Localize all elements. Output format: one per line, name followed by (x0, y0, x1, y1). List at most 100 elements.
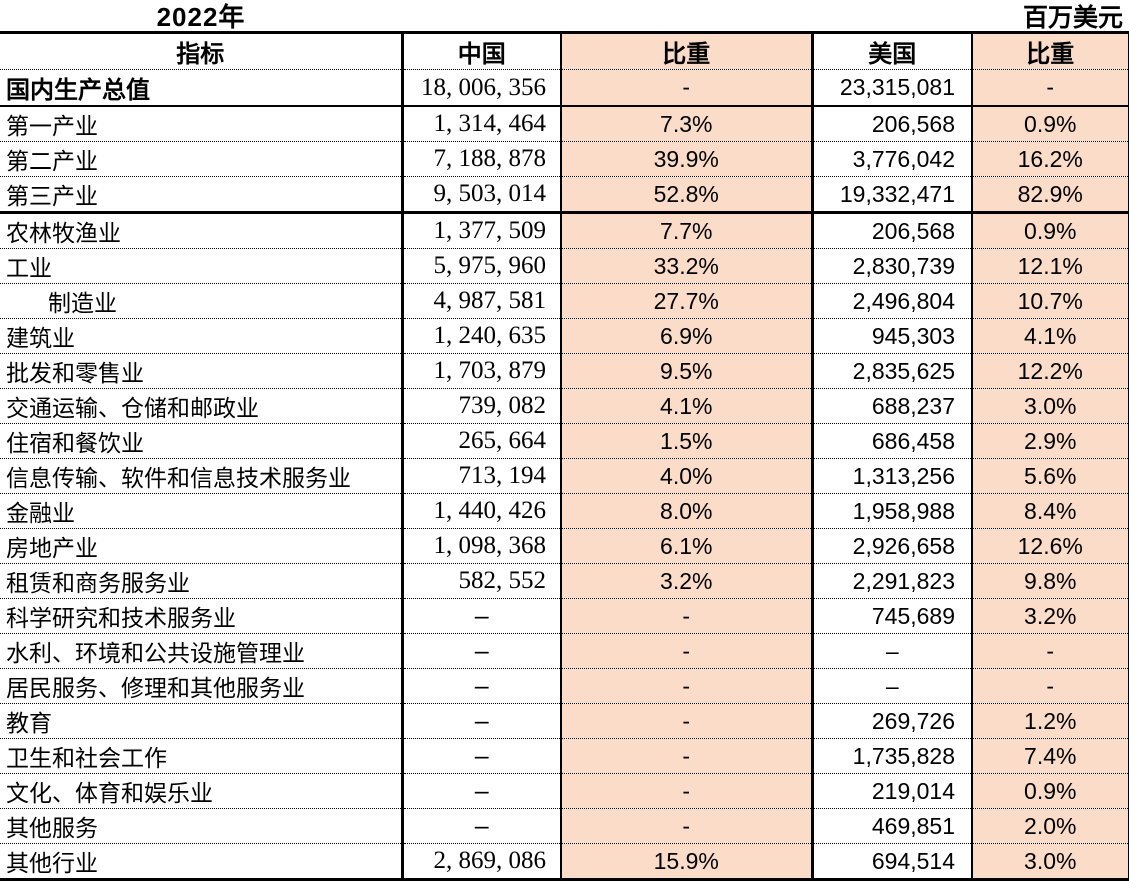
usa-value-cell: 686,458 (812, 423, 973, 459)
table-row: 交通运输、仓储和邮政业 739, 082 4.1% 688,237 3.0% (0, 388, 1129, 424)
china-share-cell: - (561, 668, 814, 704)
gdp-comparison-table: 指标 中国 比重 美国 比重 国内生产总值 18, 006, 356 - 23,… (0, 31, 1129, 881)
usa-share-cell: 3.0% (972, 843, 1129, 880)
table-row: 教育 – - 269,726 1.2% (0, 703, 1129, 739)
indicator-cell: 文化、体育和娱乐业 (0, 773, 404, 809)
usa-share-cell: 9.8% (972, 563, 1129, 599)
china-share-cell: - (561, 738, 814, 774)
usa-value-cell: 2,291,823 (812, 563, 973, 599)
usa-value-cell: 219,014 (812, 773, 973, 809)
table-row: 第三产业 9, 503, 014 52.8% 19,332,471 82.9% (0, 176, 1129, 214)
indicator-cell: 制造业 (0, 283, 404, 319)
table-row: 信息传输、软件和信息技术服务业 713, 194 4.0% 1,313,256 … (0, 458, 1129, 494)
indicator-cell: 居民服务、修理和其他服务业 (0, 668, 404, 704)
china-value-cell: – (402, 598, 562, 634)
china-share-cell: 3.2% (561, 563, 814, 599)
china-value-cell: 18, 006, 356 (402, 69, 562, 107)
usa-value-cell: 1,313,256 (812, 458, 973, 494)
usa-value-cell: 945,303 (812, 318, 973, 354)
indicator-cell: 交通运输、仓储和邮政业 (0, 388, 404, 424)
indicator-cell: 租赁和商务服务业 (0, 563, 404, 599)
table-row: 工业 5, 975, 960 33.2% 2,830,739 12.1% (0, 248, 1129, 284)
indicator-cell: 第三产业 (0, 176, 404, 214)
indicator-cell: 金融业 (0, 493, 404, 529)
usa-share-cell: - (972, 69, 1129, 107)
indicator-cell: 其他服务 (0, 808, 404, 844)
usa-share-cell: 3.2% (972, 598, 1129, 634)
usa-share-cell: 7.4% (972, 738, 1129, 774)
usa-share-cell: 12.1% (972, 248, 1129, 284)
usa-share-cell: 10.7% (972, 283, 1129, 319)
table-row: 国内生产总值 18, 006, 356 - 23,315,081 - (0, 69, 1129, 107)
china-value-cell: 2, 869, 086 (402, 843, 562, 880)
china-value-cell: 713, 194 (402, 458, 562, 494)
china-value-cell: 7, 188, 878 (402, 141, 562, 177)
table-row: 居民服务、修理和其他服务业 – - – - (0, 668, 1129, 704)
usa-share-cell: 4.1% (972, 318, 1129, 354)
table-row: 其他服务 – - 469,851 2.0% (0, 808, 1129, 844)
china-share-cell: 6.1% (561, 528, 814, 564)
table-row: 农林牧渔业 1, 377, 509 7.7% 206,568 0.9% (0, 212, 1129, 249)
usa-share-cell: 2.0% (972, 808, 1129, 844)
china-value-cell: – (402, 738, 562, 774)
china-value-cell: 265, 664 (402, 423, 562, 459)
col-header-china-share: 比重 (561, 32, 814, 70)
indicator-cell: 国内生产总值 (0, 69, 404, 107)
china-value-cell: – (402, 703, 562, 739)
usa-value-cell: 206,568 (812, 212, 973, 249)
table-row: 文化、体育和娱乐业 – - 219,014 0.9% (0, 773, 1129, 809)
china-value-cell: 739, 082 (402, 388, 562, 424)
usa-value-cell: 688,237 (812, 388, 973, 424)
china-value-cell: 1, 314, 464 (402, 106, 562, 142)
china-value-cell: 1, 098, 368 (402, 528, 562, 564)
usa-value-cell: 2,830,739 (812, 248, 973, 284)
indicator-cell: 住宿和餐饮业 (0, 423, 404, 459)
usa-share-cell: 0.9% (972, 773, 1129, 809)
china-value-cell: – (402, 633, 562, 669)
china-value-cell: 1, 377, 509 (402, 212, 562, 249)
table-row: 第二产业 7, 188, 878 39.9% 3,776,042 16.2% (0, 141, 1129, 177)
usa-share-cell: 8.4% (972, 493, 1129, 529)
usa-share-cell: 16.2% (972, 141, 1129, 177)
china-value-cell: 4, 987, 581 (402, 283, 562, 319)
indicator-cell: 建筑业 (0, 318, 404, 354)
usa-value-cell: 269,726 (812, 703, 973, 739)
usa-share-cell: 0.9% (972, 106, 1129, 142)
usa-value-cell: 1,958,988 (812, 493, 973, 529)
usa-value-cell: – (812, 633, 973, 669)
indicator-cell: 卫生和社会工作 (0, 738, 404, 774)
indicator-cell: 农林牧渔业 (0, 212, 404, 249)
china-share-cell: 52.8% (561, 176, 814, 214)
china-value-cell: 5, 975, 960 (402, 248, 562, 284)
indicator-cell: 水利、环境和公共设施管理业 (0, 633, 404, 669)
title-bar: 2022年 百万美元 (0, 0, 1129, 32)
china-value-cell: – (402, 668, 562, 704)
china-share-cell: 15.9% (561, 843, 814, 880)
china-value-cell: – (402, 808, 562, 844)
china-share-cell: 7.3% (561, 106, 814, 142)
usa-value-cell: 745,689 (812, 598, 973, 634)
china-share-cell: 33.2% (561, 248, 814, 284)
usa-share-cell: 0.9% (972, 212, 1129, 249)
usa-value-cell: 1,735,828 (812, 738, 973, 774)
indicator-cell: 其他行业 (0, 843, 404, 880)
china-share-cell: - (561, 808, 814, 844)
usa-share-cell: 3.0% (972, 388, 1129, 424)
table-row: 制造业 4, 987, 581 27.7% 2,496,804 10.7% (0, 283, 1129, 319)
china-share-cell: - (561, 633, 814, 669)
table-row: 住宿和餐饮业 265, 664 1.5% 686,458 2.9% (0, 423, 1129, 459)
china-share-cell: - (561, 773, 814, 809)
china-share-cell: 4.0% (561, 458, 814, 494)
china-value-cell: 582, 552 (402, 563, 562, 599)
china-share-cell: - (561, 703, 814, 739)
indicator-cell: 第一产业 (0, 106, 404, 142)
usa-value-cell: 694,514 (812, 843, 973, 880)
indicator-cell: 第二产业 (0, 141, 404, 177)
china-share-cell: 4.1% (561, 388, 814, 424)
usa-share-cell: 12.2% (972, 353, 1129, 389)
usa-value-cell: 2,835,625 (812, 353, 973, 389)
usa-share-cell: - (972, 633, 1129, 669)
china-value-cell: 1, 703, 879 (402, 353, 562, 389)
china-value-cell: 1, 240, 635 (402, 318, 562, 354)
usa-value-cell: 2,496,804 (812, 283, 973, 319)
